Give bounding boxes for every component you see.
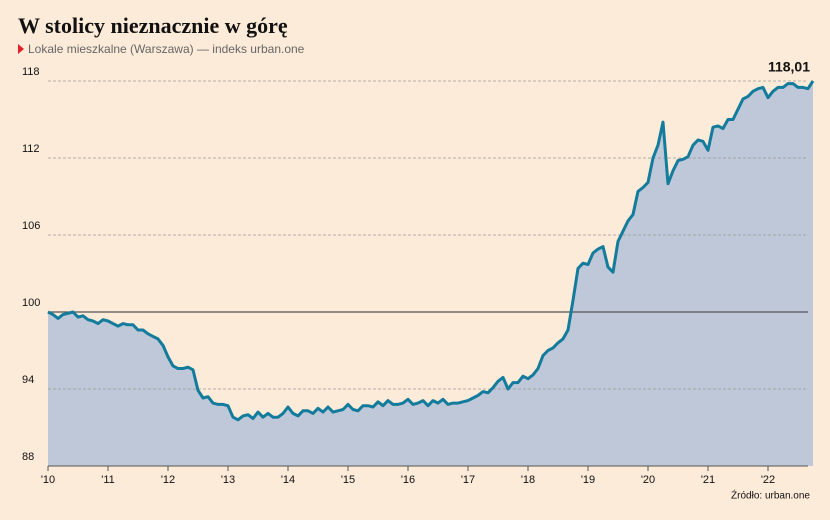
x-tick-label: '19	[581, 474, 595, 486]
source: Źródło: urban.one	[731, 489, 810, 502]
x-tick-label: '10	[41, 474, 55, 486]
area	[48, 80, 813, 467]
x-tick-label: '15	[341, 474, 355, 486]
x-tick-label: '12	[161, 474, 175, 486]
y-tick-label: 88	[22, 451, 34, 463]
line	[47, 80, 815, 422]
x-tick-label: '16	[401, 474, 415, 486]
subtitle-marker	[18, 44, 24, 54]
subtitle: Lokale mieszkalne (Warszawa) — indeks ur…	[28, 42, 305, 56]
y-tick-label: 106	[22, 220, 40, 232]
x-tick-label: '20	[641, 474, 655, 486]
y-tick-label: 118	[22, 66, 40, 78]
x-tick-label: '18	[521, 474, 535, 486]
x-tick-label: '11	[101, 474, 115, 486]
x-tick-label: '13	[221, 474, 235, 486]
y-tick-label: 112	[22, 143, 40, 155]
y-tick-label: 100	[22, 297, 40, 309]
chart-title: W stolicy nieznacznie w górę	[18, 13, 288, 38]
x-tick-label: '17	[461, 474, 475, 486]
x-tick-label: '21	[701, 474, 715, 486]
x-tick-label: '14	[281, 474, 295, 486]
y-tick-label: 94	[22, 374, 34, 386]
value-label: 118,01	[768, 59, 810, 75]
x-tick-label: '22	[761, 474, 775, 486]
